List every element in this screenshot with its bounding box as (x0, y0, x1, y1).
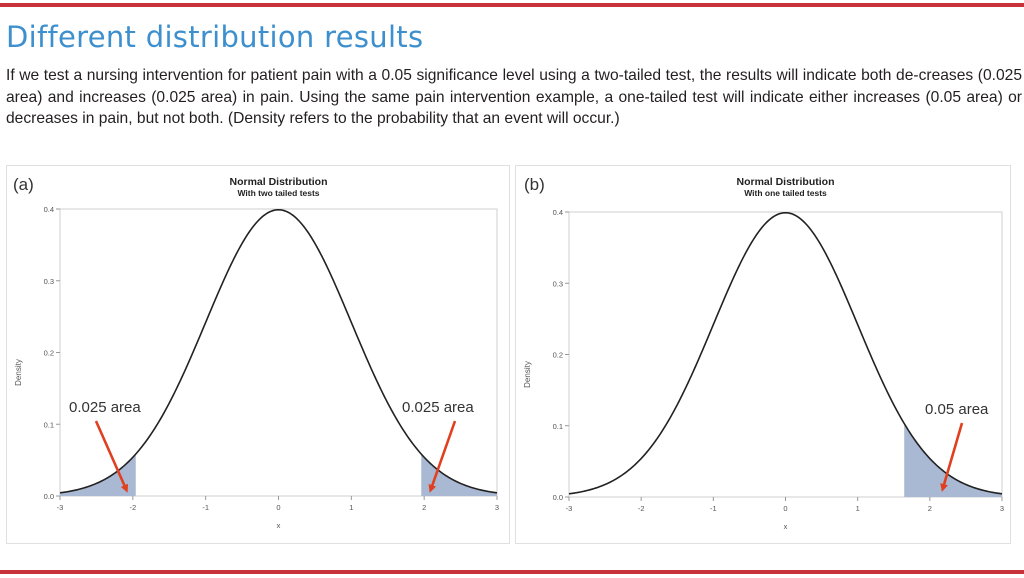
chart-title: Normal Distribution (736, 176, 834, 188)
y-tick-label: 0.0 (553, 493, 563, 502)
x-tick-label: 3 (495, 503, 499, 512)
y-axis-label: Density (523, 361, 532, 388)
x-tick-label: -1 (710, 504, 717, 513)
chart-panel-two-tailed: (a) Normal Distribution With two tailed te… (6, 165, 510, 544)
y-tick-label: 0.2 (44, 349, 54, 358)
x-tick-label: 3 (1000, 504, 1004, 513)
plot-frame (568, 211, 1003, 498)
shaded-tail-region (60, 454, 136, 496)
y-tick-label: 0.3 (553, 279, 563, 288)
chart-panel-one-tailed: (b) Normal Distribution With one tailed te… (515, 165, 1011, 544)
shaded-tail-region (904, 423, 1002, 497)
x-tick-label: 1 (856, 504, 860, 513)
chart-subtitle: With one tailed tests (744, 188, 827, 198)
x-tick-label: 2 (422, 503, 426, 512)
density-curve (59, 208, 498, 494)
red-arrow-icon (428, 420, 457, 493)
y-tick-label: 0.1 (553, 422, 563, 431)
chart-subtitle: With two tailed tests (237, 188, 319, 198)
chart-title: Normal Distribution (229, 176, 327, 188)
y-tick-label: 0.3 (44, 277, 54, 286)
y-tick-label: 0.0 (44, 492, 54, 501)
x-tick-label: 2 (928, 504, 932, 513)
red-arrow-icon (940, 422, 964, 492)
red-arrow-icon (94, 420, 129, 493)
area-annotation: 0.05 area (925, 401, 989, 418)
area-annotation: 0.025 area (69, 399, 141, 416)
x-tick-label: -3 (57, 503, 64, 512)
bottom-rule (0, 570, 1024, 574)
x-axis-label: x (784, 522, 788, 531)
x-tick-label: -2 (638, 504, 645, 513)
x-tick-label: -3 (566, 504, 573, 513)
x-tick-label: 0 (783, 504, 787, 513)
y-tick-label: 0.1 (44, 420, 54, 429)
x-axis-label: x (277, 521, 281, 530)
page-title: Different distribution results (6, 20, 424, 54)
shaded-tail-region (421, 454, 497, 496)
area-annotation: 0.025 area (402, 399, 474, 416)
plot-frame (59, 208, 498, 497)
x-tick-label: 1 (349, 503, 353, 512)
x-tick-label: -2 (129, 503, 136, 512)
intro-paragraph: If we test a nursing intervention for pa… (6, 67, 1022, 127)
top-rule (0, 3, 1024, 7)
y-tick-label: 0.4 (553, 208, 563, 217)
y-axis-label: Density (14, 359, 23, 386)
y-tick-label: 0.4 (44, 205, 54, 214)
density-curve (568, 211, 1003, 495)
y-tick-label: 0.2 (553, 351, 563, 360)
x-tick-label: -1 (202, 503, 209, 512)
x-tick-label: 0 (276, 503, 280, 512)
panel-label: (b) (524, 175, 545, 194)
panel-label: (a) (13, 175, 34, 194)
